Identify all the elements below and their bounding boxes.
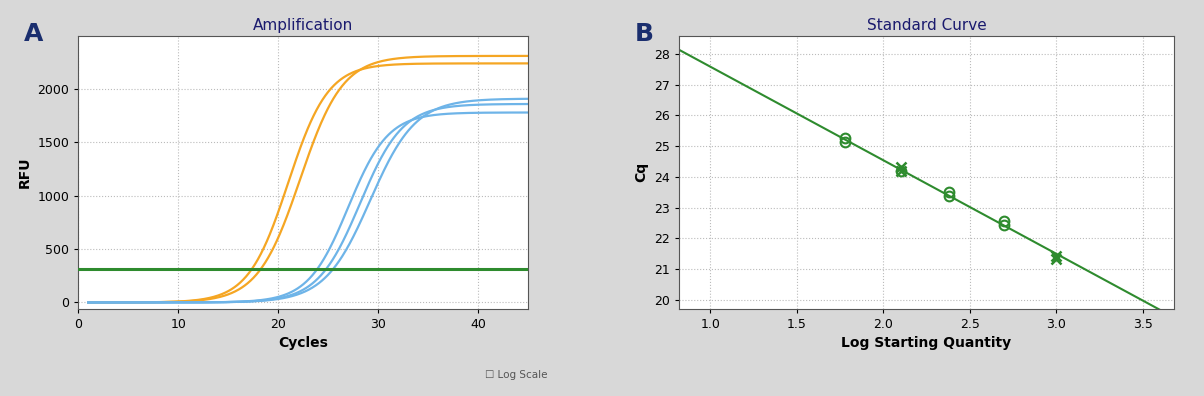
Text: ☐ Log Scale: ☐ Log Scale [485,370,548,380]
Title: Standard Curve: Standard Curve [867,18,986,33]
Y-axis label: Cq: Cq [635,162,649,182]
Text: A: A [24,22,43,46]
Title: Amplification: Amplification [253,18,353,33]
X-axis label: Log Starting Quantity: Log Starting Quantity [842,337,1011,350]
X-axis label: Cycles: Cycles [278,337,327,350]
Text: B: B [635,22,654,46]
Y-axis label: RFU: RFU [18,156,31,188]
